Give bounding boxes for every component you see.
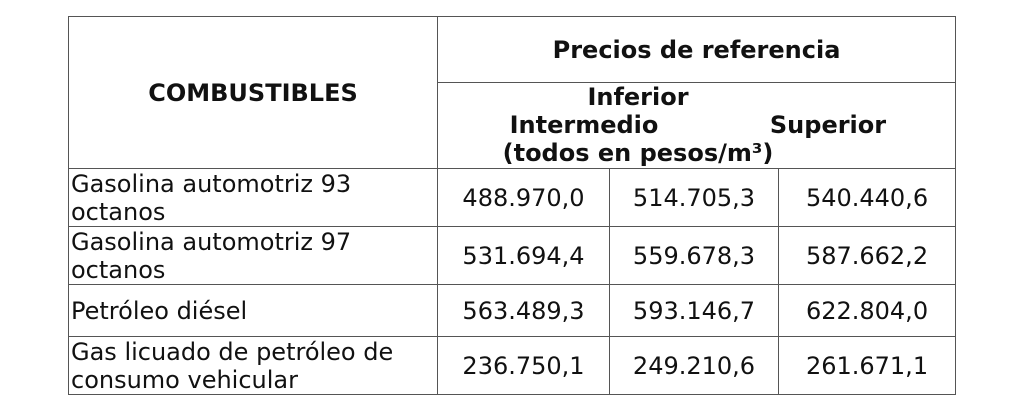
- price-superior: 261.671,1: [777, 336, 957, 395]
- price-intermedio: 559.678,3: [609, 226, 779, 285]
- fuels-column-header: COMBUSTIBLES: [68, 16, 438, 169]
- reference-prices-header: Precios de referencia: [436, 16, 957, 83]
- fuel-name: Gas licuado de petróleo de consumo vehic…: [68, 336, 438, 395]
- price-subheader: Inferior Intermedio Superior (todos en p…: [436, 82, 957, 169]
- price-inferior: 531.694,4: [437, 226, 610, 285]
- subheader-units: (todos en pesos/m³): [502, 139, 774, 167]
- price-superior: 540.440,6: [777, 168, 957, 227]
- table-row: Petróleo diésel 563.489,3 593.146,7 622.…: [68, 284, 957, 337]
- price-intermedio: 249.210,6: [609, 336, 779, 395]
- fuel-name: Gasolina automotriz 93 octanos: [68, 168, 438, 227]
- subheader-superior: Superior: [769, 111, 887, 139]
- fuel-name: Petróleo diésel: [68, 284, 438, 337]
- subheader-intermedio: Intermedio: [509, 111, 659, 139]
- price-superior: 587.662,2: [777, 226, 957, 285]
- price-intermedio: 514.705,3: [609, 168, 779, 227]
- price-intermedio: 593.146,7: [609, 284, 779, 337]
- table-row: Gasolina automotriz 97 octanos 531.694,4…: [68, 226, 957, 285]
- price-inferior: 563.489,3: [437, 284, 610, 337]
- price-inferior: 488.970,0: [437, 168, 610, 227]
- price-superior: 622.804,0: [777, 284, 957, 337]
- price-inferior: 236.750,1: [437, 336, 610, 395]
- table-row: Gasolina automotriz 93 octanos 488.970,0…: [68, 168, 957, 227]
- subheader-inferior: Inferior: [587, 83, 689, 111]
- table-row: Gas licuado de petróleo de consumo vehic…: [68, 336, 957, 395]
- fuel-name: Gasolina automotriz 97 octanos: [68, 226, 438, 285]
- reference-prices-table: COMBUSTIBLES Precios de referencia Infer…: [68, 16, 957, 395]
